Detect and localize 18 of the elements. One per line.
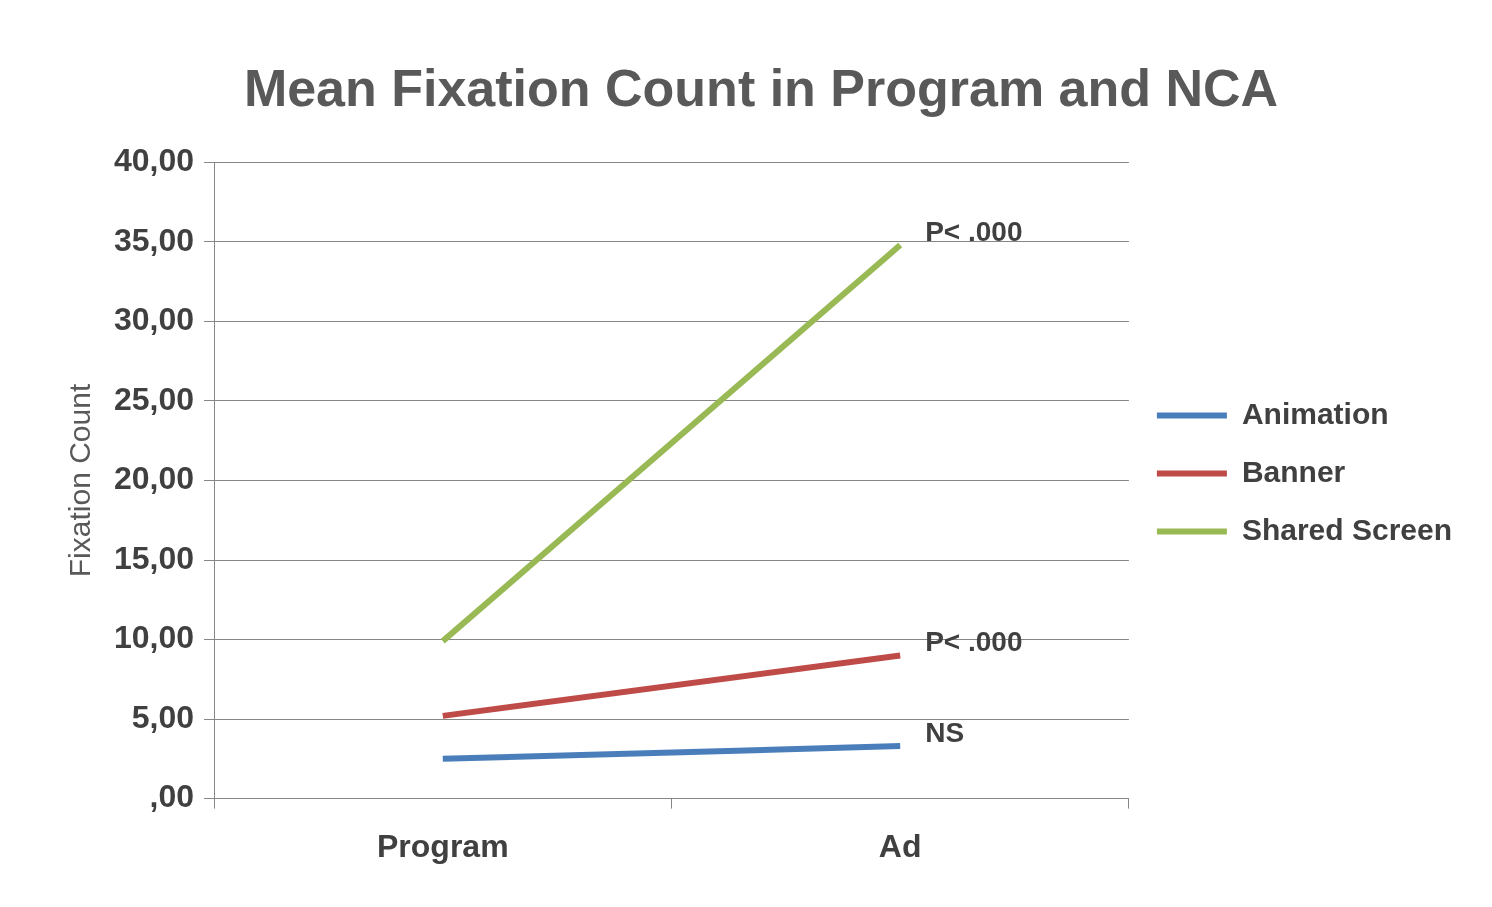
annotation: NS <box>925 716 965 748</box>
annotation: P< .000 <box>925 215 1023 247</box>
y-tick-label: 5,00 <box>131 698 195 735</box>
y-tick-label: 10,00 <box>114 619 195 656</box>
legend-label: Banner <box>1241 454 1346 488</box>
y-tick-label: 40,00 <box>114 142 195 179</box>
y-axis-title: Fixation Count <box>63 383 97 578</box>
x-tick-label: Ad <box>878 827 922 864</box>
chart-title: Mean Fixation Count in Program and NCA <box>243 58 1279 117</box>
y-tick-label: 25,00 <box>114 380 195 417</box>
x-tick-label: Program <box>376 827 509 864</box>
y-tick-label: 15,00 <box>114 539 195 576</box>
y-tick-label: 30,00 <box>114 301 195 338</box>
y-tick-label: 35,00 <box>114 221 195 258</box>
legend-label: Animation <box>1241 396 1389 430</box>
y-tick-label: ,00 <box>149 778 195 815</box>
legend-label: Shared Screen <box>1241 512 1453 546</box>
y-tick-label: 20,00 <box>114 460 195 497</box>
